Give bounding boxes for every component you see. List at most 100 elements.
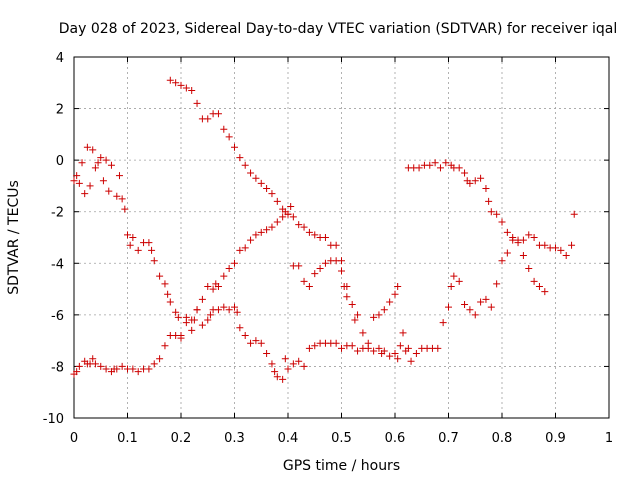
data-point [348,301,356,309]
data-point [541,241,549,249]
data-point [97,154,105,162]
data-point [214,282,222,290]
data-point [177,334,185,342]
data-point [525,264,533,272]
series-arc-4 [404,159,549,296]
data-point [394,355,402,363]
x-tick-label: 0.7 [438,431,459,446]
data-points [70,76,578,383]
data-point [206,311,214,319]
data-point [145,239,153,247]
data-point [552,244,559,252]
data-point [391,290,399,298]
data-point [225,133,233,141]
data-point [268,360,276,368]
data-point [396,342,404,350]
data-point [268,190,276,198]
data-point [188,326,196,334]
data-point [359,329,367,337]
data-point [166,76,174,84]
data-point [161,342,169,350]
data-point [471,177,479,185]
data-point [172,308,180,316]
data-point [124,231,131,239]
data-point [204,282,212,290]
data-point [204,316,212,324]
data-point [295,357,303,365]
data-point [343,293,351,301]
data-point [447,282,455,290]
x-tick-label: 0 [70,431,78,446]
data-point [316,264,324,272]
data-point [161,280,169,288]
grid-layer [74,57,609,418]
data-point [466,306,474,314]
data-point [174,313,182,321]
data-point [281,355,289,363]
data-point [338,267,345,275]
data-point [455,277,463,285]
data-point [241,244,249,252]
data-point [311,231,319,239]
data-point [287,203,295,211]
data-point [129,234,137,241]
data-point [311,270,319,278]
data-point [439,319,447,327]
data-point [94,159,102,167]
data-point [399,329,407,337]
data-point [198,295,206,303]
data-point [91,360,99,368]
data-point [257,179,265,187]
data-point [434,344,442,352]
x-tick-label: 0.2 [171,431,192,446]
data-point [99,177,107,185]
x-tick-label: 0.5 [331,431,352,446]
data-point [404,344,412,352]
data-point [503,249,511,257]
data-point [386,352,394,360]
data-point [530,277,538,285]
data-point [535,282,543,290]
series-arc-2 [70,203,402,378]
data-point [89,146,97,154]
y-tick-label: 4 [56,51,64,66]
data-point [241,161,249,169]
x-tick-label: 0.9 [545,431,566,446]
data-point [97,362,105,370]
data-point [257,228,265,236]
data-point [148,246,156,254]
x-tick-label: 0.4 [278,431,299,446]
data-point [442,159,450,167]
y-tick-label: -8 [51,360,64,375]
data-point [150,257,158,265]
data-point [204,115,212,123]
data-point [477,174,485,182]
y-tick-label: 0 [56,154,64,169]
data-point [252,337,260,345]
data-point [514,236,522,244]
data-point [305,228,313,236]
data-point [503,228,511,236]
data-point [115,172,123,180]
data-point [231,259,238,267]
data-point [471,311,479,319]
y-tick-label: -6 [51,309,64,324]
data-point [530,234,538,241]
x-tick-label: 0.1 [117,431,138,446]
data-point [568,241,576,249]
data-point [482,185,490,193]
data-point [257,339,265,347]
data-point [509,234,517,241]
data-point [279,375,287,383]
data-point [332,241,340,249]
data-point [321,259,329,267]
data-point [391,350,399,358]
data-point [86,182,94,190]
data-point [461,169,469,177]
data-point [102,365,110,373]
data-point [271,368,279,376]
data-point [73,368,81,376]
data-point [102,156,110,164]
data-point [570,210,578,218]
